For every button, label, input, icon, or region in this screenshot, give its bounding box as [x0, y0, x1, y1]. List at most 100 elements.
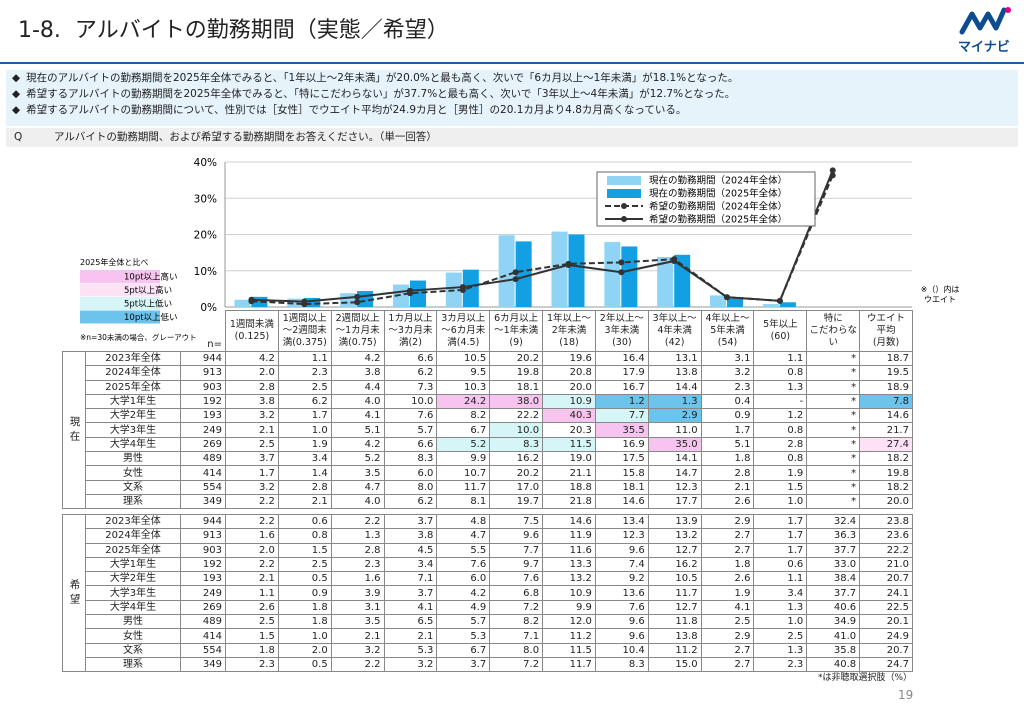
cell: 8.0 — [489, 642, 544, 658]
question: Q アルバイトの勤務期間、および希望する勤務期間をお答えください。（単一回答） — [6, 128, 1018, 147]
bullet-text: 希望するアルバイトの勤務期間について、性別では［女性］でウエイト平均が24.9カ… — [26, 104, 687, 116]
cell: 4.2 — [436, 585, 491, 601]
cell: 21.8 — [542, 493, 596, 510]
table-row: 2024年全体 913 1.6 0.8 1.3 3.8 4.7 9.6 11.9 12.3 13.2… — [63, 528, 913, 544]
chart-note-line: ※（）内は — [921, 284, 960, 294]
bar — [409, 280, 426, 307]
y-tick-label: 40% — [194, 157, 217, 169]
cell: 1.6 — [225, 528, 279, 544]
bullet: ◆ 希望するアルバイトの勤務期間を2025年全体でみると、「特にこだわらない」が3… — [6, 86, 1018, 102]
row-n: 944 — [180, 350, 226, 367]
legend-label: 現在の勤務期間（2025年全体） — [649, 188, 787, 200]
cell: 3.5 — [330, 614, 385, 630]
cell: * — [806, 465, 861, 481]
cell: 20.0 — [859, 493, 913, 510]
row-label: 2023年全体 — [85, 513, 181, 530]
row-label: 大学3年生 — [85, 585, 181, 601]
cell: 6.0 — [383, 465, 438, 481]
cell: 0.8 — [753, 365, 808, 381]
cell: 20.2 — [489, 350, 544, 367]
row-n: 489 — [180, 614, 226, 630]
table-body: n= 1週間未満 (0.125) 1週間以上 ～2週間未 満(0.375) 2週間以上… — [62, 310, 913, 510]
cell: * — [806, 422, 861, 438]
cell: 7.2 — [489, 656, 544, 673]
line-marker — [618, 269, 625, 276]
cell: 1.1 — [225, 585, 279, 601]
table-row: 希望 2023年全体 944 2.2 0.6 2.2 3.7 4.8 7.5 14.6 13.4 13… — [62, 513, 913, 673]
cell: 22.2 — [489, 408, 544, 424]
cell: 22.5 — [859, 599, 913, 616]
cell: 2.6 — [700, 493, 755, 510]
cell: 13.9 — [647, 513, 702, 530]
column-header: 5年以上 (60) — [753, 310, 808, 352]
bar — [779, 302, 796, 307]
cell: 23.8 — [859, 513, 913, 530]
row-n: 944 — [180, 513, 226, 530]
footnote: *は非聴取選択肢（%） — [817, 673, 912, 683]
cell: 16.2 — [489, 451, 544, 467]
line-marker — [512, 269, 519, 276]
row-label: 大学4年生 — [85, 599, 181, 616]
summary: ◆ 現在のアルバイトの勤務期間を2025年全体でみると、「1年以上～2年未満」が2… — [6, 70, 1018, 126]
cell: 20.8 — [542, 365, 596, 381]
cell: 11.0 — [647, 422, 702, 438]
cell: 2.3 — [277, 365, 332, 381]
cell: 6.7 — [436, 422, 491, 438]
cell: 2.5 — [225, 614, 279, 630]
column-header: 1カ月以上 ～3カ月未 満(2) — [383, 310, 438, 352]
column-header: 特に こだわらない — [806, 310, 861, 352]
row-n: 193 — [180, 571, 226, 587]
cell: 2.5 — [225, 436, 279, 453]
table-row: 2025年全体 903 2.8 2.5 4.4 7.3 10.3 18.1 20.0 16.7 14… — [63, 379, 913, 395]
cell: 18.8 — [542, 479, 596, 495]
bar — [515, 241, 532, 307]
cell: 2.9 — [700, 513, 755, 530]
cell: 4.2 — [330, 436, 385, 453]
cell: 4.2 — [330, 350, 385, 367]
cell: 36.3 — [806, 528, 861, 544]
line-marker — [618, 259, 625, 266]
table-row: 男性 489 3.7 3.4 5.2 8.3 9.9 16.2 19.0 17.5 14.1 1.8 0… — [63, 451, 913, 467]
cell: 1.3 — [753, 379, 808, 395]
cell: 7.4 — [594, 556, 649, 573]
cell: 38.0 — [489, 393, 544, 410]
cell: 1.2 — [753, 408, 808, 424]
cell: 35.0 — [647, 436, 702, 453]
bullet-text: 希望するアルバイトの勤務期間を2025年全体でみると、「特にこだわらない」が37… — [26, 88, 736, 100]
row-label: 女性 — [85, 465, 181, 481]
cell: 11.6 — [542, 542, 596, 558]
blank-cell — [63, 311, 86, 352]
row-label: 男性 — [85, 451, 181, 467]
cell: 16.9 — [594, 436, 649, 453]
cell: * — [806, 379, 861, 395]
cell: 1.0 — [277, 628, 332, 644]
bar — [604, 242, 621, 307]
cell: 0.4 — [700, 393, 755, 410]
bar — [287, 298, 304, 307]
cell: 19.8 — [859, 465, 913, 481]
bullet-marker: ◆ — [12, 104, 21, 116]
row-label: 2024年全体 — [85, 528, 181, 544]
column-header: 3年以上～ 4年未満 (42) — [647, 310, 702, 352]
cell: 16.7 — [594, 379, 649, 395]
cell: 10.4 — [594, 642, 649, 658]
cell: 24.7 — [859, 656, 913, 673]
legend-swatch — [621, 203, 627, 209]
line-marker — [459, 284, 466, 291]
cell: 8.1 — [436, 493, 491, 510]
cell: 21.1 — [542, 465, 596, 481]
cell: 11.9 — [542, 528, 596, 544]
blank-cell — [86, 311, 181, 352]
cell: 3.7 — [383, 585, 438, 601]
legend-swatch — [607, 189, 641, 198]
row-n: 414 — [180, 465, 226, 481]
cell: 4.9 — [436, 599, 491, 616]
cell: 37.7 — [806, 585, 861, 601]
cell: 1.3 — [753, 642, 808, 658]
row-label: 男性 — [85, 614, 181, 630]
row-label: 2025年全体 — [85, 542, 181, 558]
cell: 1.0 — [753, 493, 808, 510]
table-desired: 希望 2023年全体 944 2.2 0.6 2.2 3.7 4.8 7.5 14.6 13.4 13… — [62, 513, 913, 673]
cell: 40.8 — [806, 656, 861, 673]
